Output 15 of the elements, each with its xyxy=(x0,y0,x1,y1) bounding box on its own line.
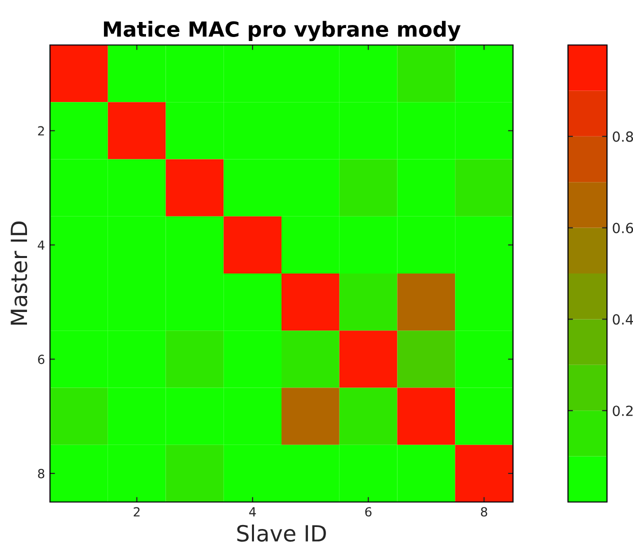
chart-title: Matice MAC pro vybrane mody xyxy=(104,20,461,42)
x-axis-title: Slave ID xyxy=(237,524,326,542)
y-tick-label: 6 xyxy=(38,354,44,364)
y-axis-title: Master ID xyxy=(10,222,28,325)
x-tick-label: 8 xyxy=(480,507,488,517)
y-tick-label: 8 xyxy=(38,468,44,478)
x-tick-label: 4 xyxy=(249,507,256,516)
color-bar-label: 0.2 xyxy=(612,406,633,416)
x-tick-label: 2 xyxy=(134,507,140,516)
y-tick-label: 4 xyxy=(38,240,44,250)
x-tick-label: 6 xyxy=(365,507,372,517)
color-bar-label: 0.6 xyxy=(612,222,633,234)
color-bar-label: 0.8 xyxy=(612,131,633,142)
color-bar-label: 0.4 xyxy=(612,314,633,325)
y-tick-label: 2 xyxy=(38,126,44,136)
